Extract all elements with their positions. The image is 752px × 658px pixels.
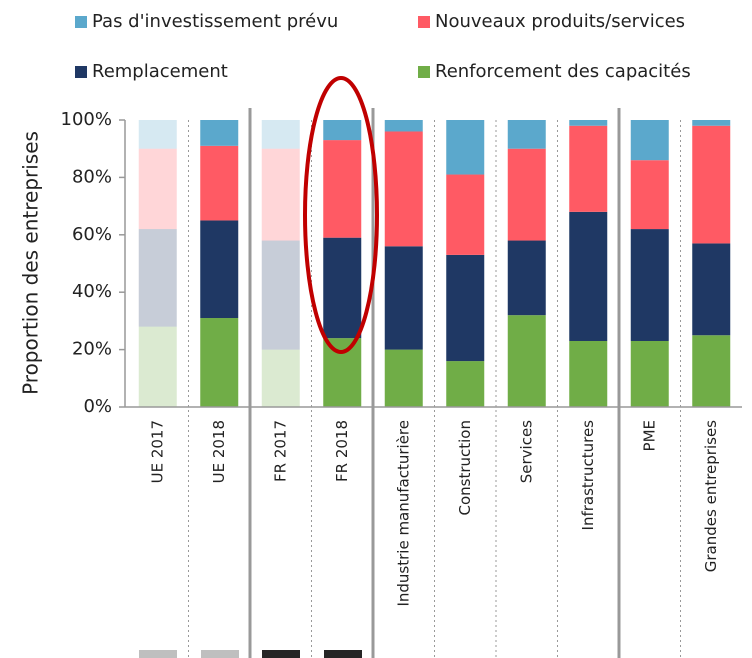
x-tick-label: Grandes entreprises — [702, 420, 720, 572]
legend-label: Renforcement des capacités — [435, 61, 691, 82]
separators — [248, 108, 621, 658]
bar-segment — [446, 254, 485, 362]
bar-segment — [630, 340, 669, 407]
bar-segment — [261, 148, 300, 241]
legend-swatch — [418, 66, 430, 78]
bar-segment — [323, 140, 362, 238]
bar-segment — [200, 120, 239, 146]
bar-segment — [138, 229, 177, 327]
bar-segment — [569, 340, 608, 407]
x-tick-label: Construction — [456, 420, 474, 516]
bar-segment — [692, 120, 731, 126]
group-marker — [262, 650, 300, 658]
x-tick-label: UE 2018 — [210, 420, 228, 483]
bar-segment — [507, 240, 546, 316]
y-tick-label: 80% — [72, 166, 112, 187]
bar-segment — [692, 243, 731, 336]
legend-label: Remplacement — [92, 61, 228, 82]
bar-segment — [630, 160, 669, 230]
x-tick-label: Services — [517, 420, 535, 483]
bar-segment — [138, 326, 177, 407]
bar-segment — [569, 125, 608, 212]
bar-segment — [323, 120, 362, 141]
bar-segment — [507, 315, 546, 407]
y-tick-label: 0% — [83, 396, 112, 417]
bar-segment — [446, 361, 485, 407]
x-tick-label: UE 2017 — [148, 420, 166, 483]
bar-segment — [384, 246, 423, 350]
highlight-ellipse — [303, 76, 379, 354]
bar-segment — [384, 120, 423, 132]
bar-segment — [692, 125, 731, 244]
bar-segment — [200, 318, 239, 407]
bar-segment — [384, 131, 423, 247]
legend-swatch — [418, 16, 430, 28]
group-marker — [139, 650, 177, 658]
bar-segment — [261, 349, 300, 407]
group-marker — [324, 650, 362, 658]
bar-segment — [446, 174, 485, 255]
bar-segment — [200, 145, 239, 221]
bar-segment — [446, 120, 485, 175]
bar-segment — [138, 120, 177, 149]
bar-segment — [507, 120, 546, 149]
y-tick-label: 100% — [61, 109, 112, 130]
bar-segment — [569, 120, 608, 126]
bar-segment — [261, 240, 300, 350]
bar-segment — [630, 120, 669, 161]
bar-segment — [630, 229, 669, 341]
legend-label: Pas d'investissement prévu — [92, 11, 338, 32]
y-tick-label: 40% — [72, 281, 112, 302]
y-tick-label: 60% — [72, 224, 112, 245]
legend-label: Nouveaux produits/services — [435, 11, 685, 32]
legend-swatch — [75, 16, 87, 28]
bar-segment — [323, 338, 362, 407]
bar-segment — [692, 335, 731, 407]
legend-swatch — [75, 66, 87, 78]
bar-segment — [569, 211, 608, 341]
y-tick-label: 20% — [72, 339, 112, 360]
y-axis-title: Proportion des entreprises — [19, 131, 43, 395]
bar-segment — [507, 148, 546, 241]
x-tick-label: FR 2018 — [333, 420, 351, 482]
bar-segment — [323, 237, 362, 339]
bar-segment — [200, 220, 239, 319]
group-marker — [201, 650, 239, 658]
bar-segment — [261, 120, 300, 149]
x-tick-label: Industrie manufacturière — [394, 420, 412, 607]
bar-segment — [138, 148, 177, 230]
x-tick-label: PME — [640, 420, 658, 451]
x-tick-label: FR 2017 — [271, 420, 289, 482]
x-tick-label: Infrastructures — [579, 420, 597, 531]
bar-segment — [384, 349, 423, 407]
